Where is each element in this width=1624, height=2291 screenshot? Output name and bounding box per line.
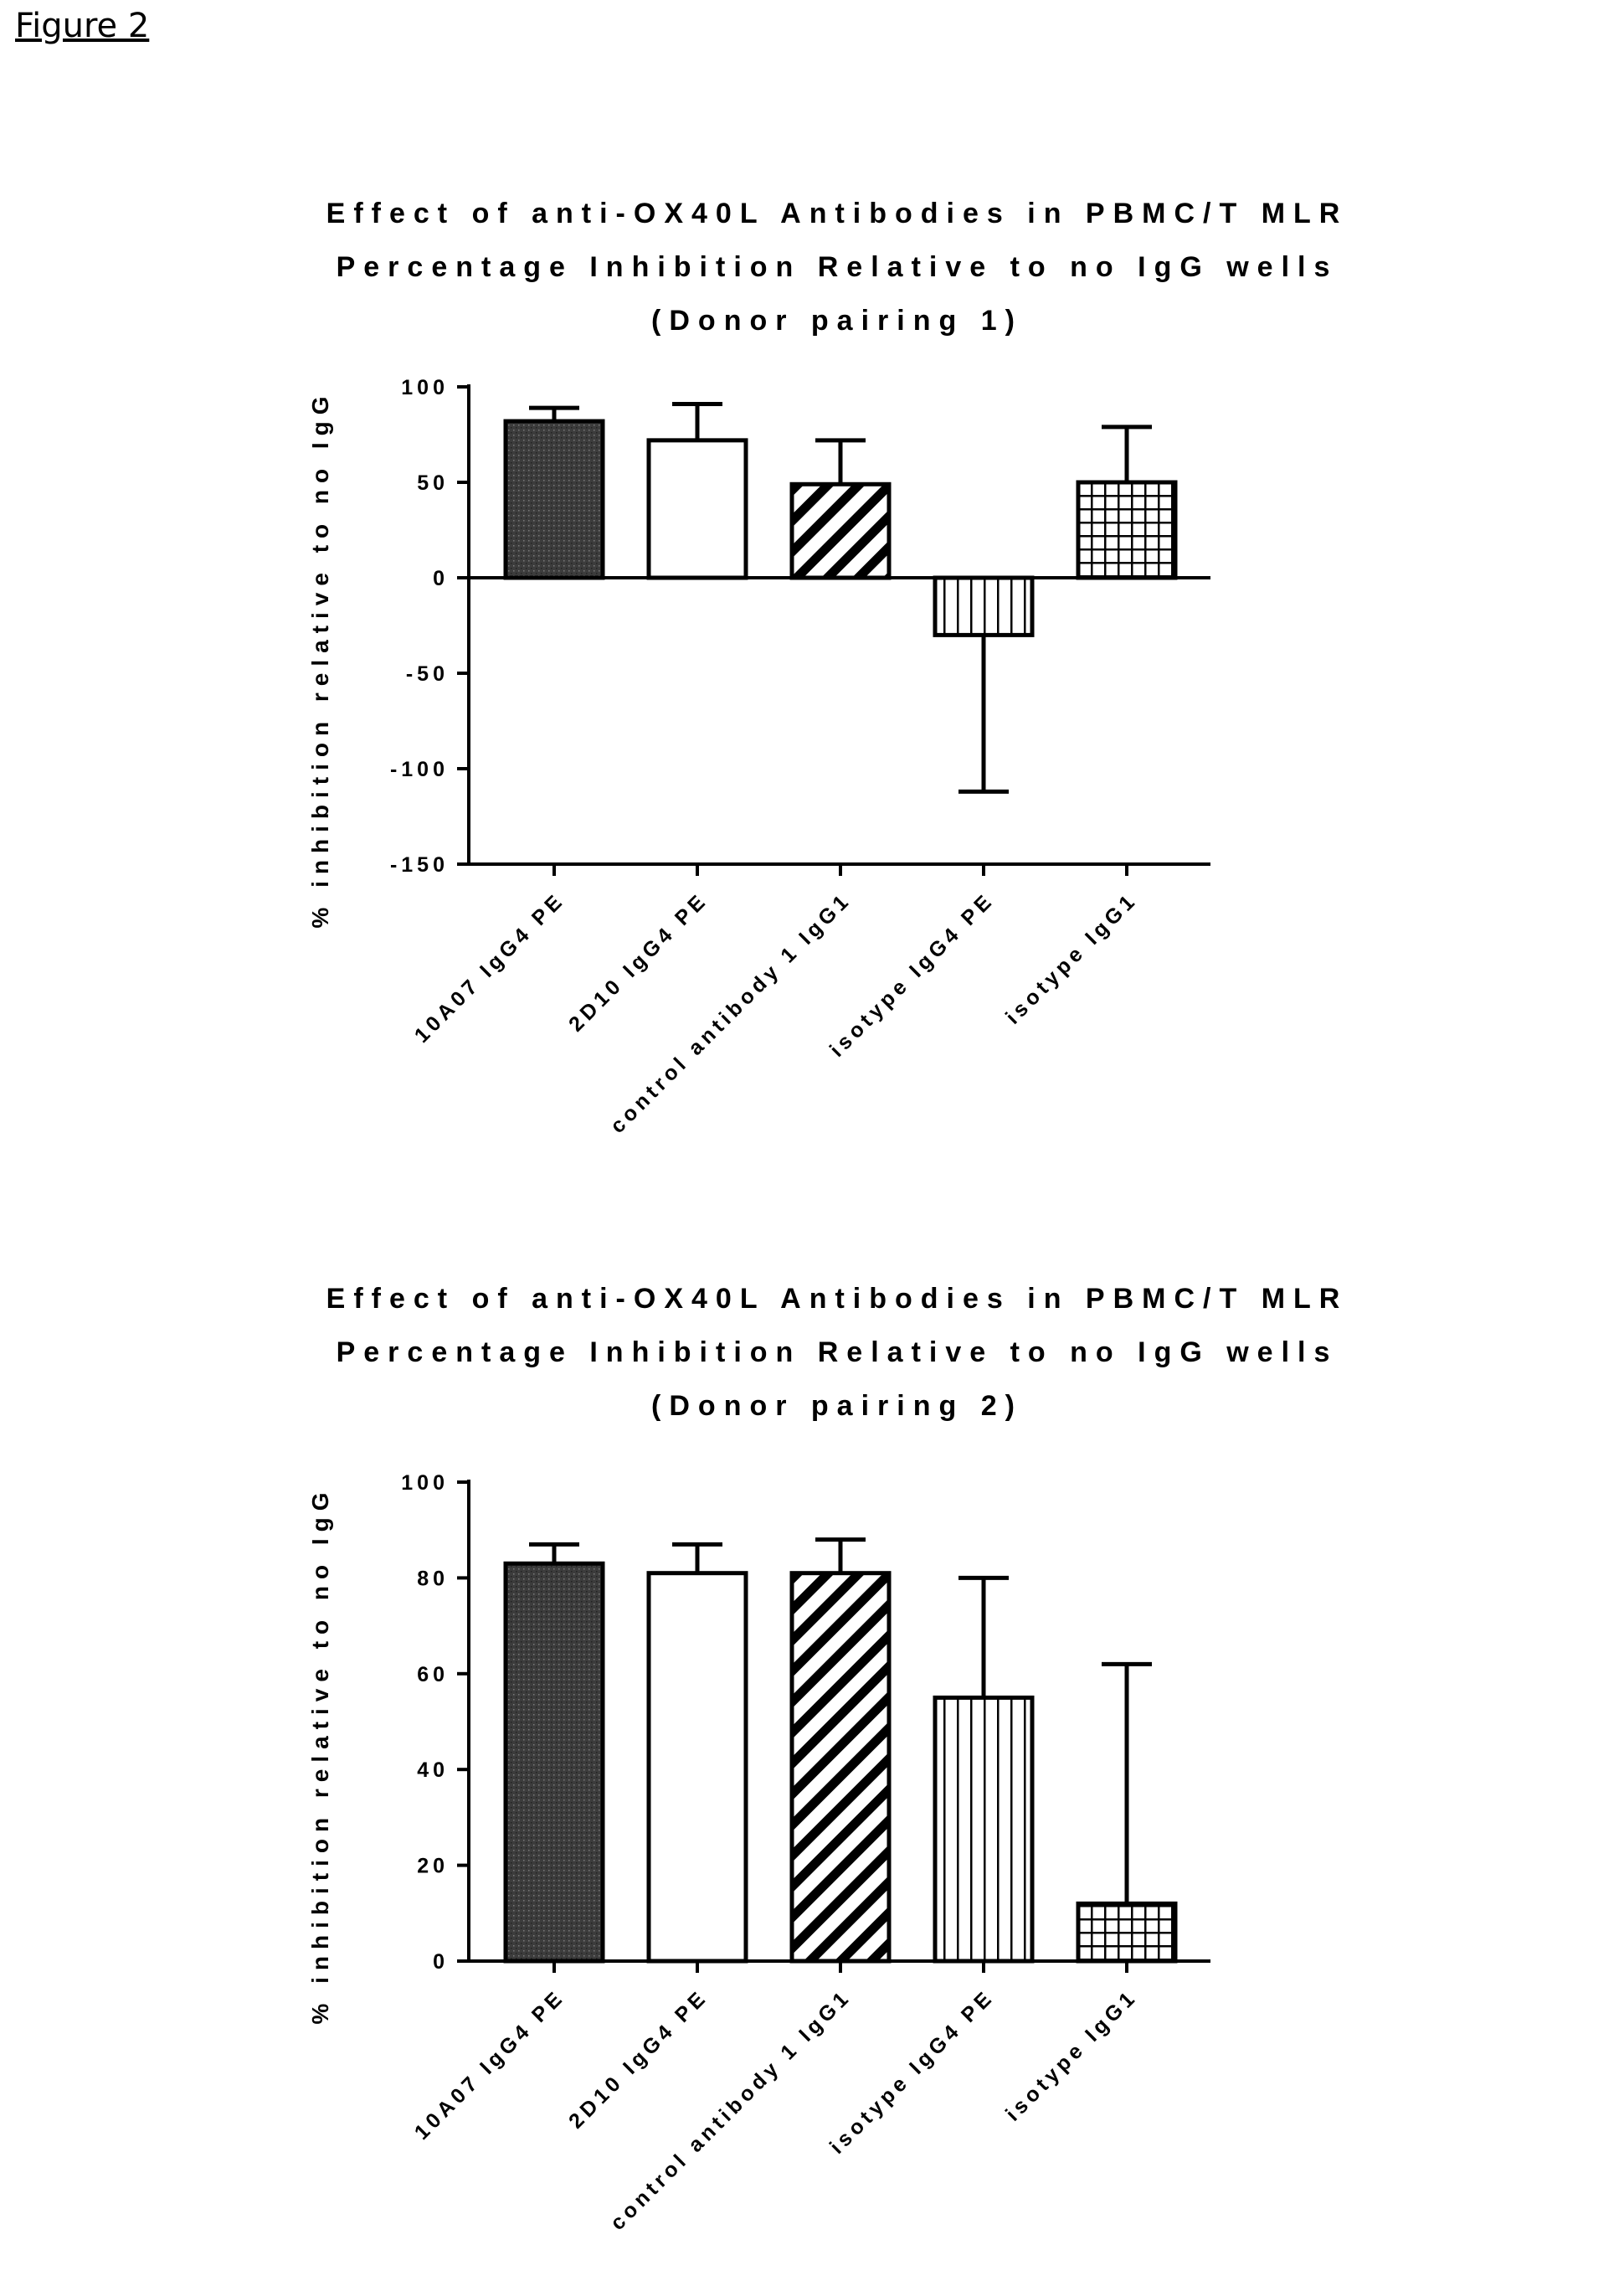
x-category-label: 2D10 IgG4 PE [564, 1985, 712, 2133]
y-axis-label: % inhibition relative to no IgG [307, 1485, 333, 2024]
bar [789, 481, 892, 580]
x-category-label: control antibody 1 IgG1 [606, 888, 856, 1138]
chart-title-line: Percentage Inhibition Relative to no IgG… [337, 1336, 1339, 1368]
chart-title-line: Effect of anti-OX40L Antibodies in PBMC/… [326, 1283, 1349, 1315]
x-category-label: 10A07 IgG4 PE [410, 888, 570, 1048]
x-category-label: isotype IgG4 PE [825, 1985, 999, 2158]
y-tick-label: -50 [406, 662, 449, 686]
x-category-label: isotype IgG1 [1001, 1985, 1142, 2125]
bar [503, 1561, 605, 1964]
x-category-label: isotype IgG4 PE [825, 888, 999, 1061]
x-category-label: 2D10 IgG4 PE [564, 888, 712, 1036]
y-tick-label: 50 [417, 471, 449, 495]
y-tick-label: 40 [417, 1758, 449, 1782]
chart-title-line: (Donor pairing 2) [651, 1390, 1023, 1422]
chart-title-line: (Donor pairing 1) [651, 305, 1023, 337]
y-tick-label: 20 [417, 1855, 449, 1878]
bar-chart-donor-pairing-1: Effect of anti-OX40L Antibodies in PBMC/… [307, 198, 1349, 1138]
y-tick-label: -150 [390, 853, 449, 877]
bar [646, 1571, 748, 1964]
y-tick-label: 100 [401, 376, 449, 399]
y-tick-label: 0 [433, 1950, 449, 1974]
bar [646, 438, 748, 580]
y-tick-label: -100 [390, 758, 449, 781]
y-tick-label: 80 [417, 1567, 449, 1590]
bar [933, 575, 1035, 637]
bar [503, 419, 605, 580]
x-category-label: control antibody 1 IgG1 [606, 1985, 856, 2235]
bar [933, 1695, 1035, 1964]
bar [1076, 1901, 1178, 1964]
y-axis-label: % inhibition relative to no IgG [307, 389, 333, 928]
y-tick-label: 0 [433, 567, 449, 590]
bar [1076, 480, 1178, 580]
figure-label: Figure 2 [15, 7, 150, 45]
y-tick-label: 100 [401, 1471, 449, 1495]
x-category-label: 10A07 IgG4 PE [410, 1985, 570, 2144]
bar [789, 1571, 892, 1964]
chart-title-line: Effect of anti-OX40L Antibodies in PBMC/… [326, 198, 1349, 229]
chart-title-line: Percentage Inhibition Relative to no IgG… [337, 251, 1339, 283]
bar-chart-donor-pairing-2: Effect of anti-OX40L Antibodies in PBMC/… [307, 1283, 1349, 2235]
y-tick-label: 60 [417, 1663, 449, 1686]
x-category-label: isotype IgG1 [1001, 888, 1142, 1028]
